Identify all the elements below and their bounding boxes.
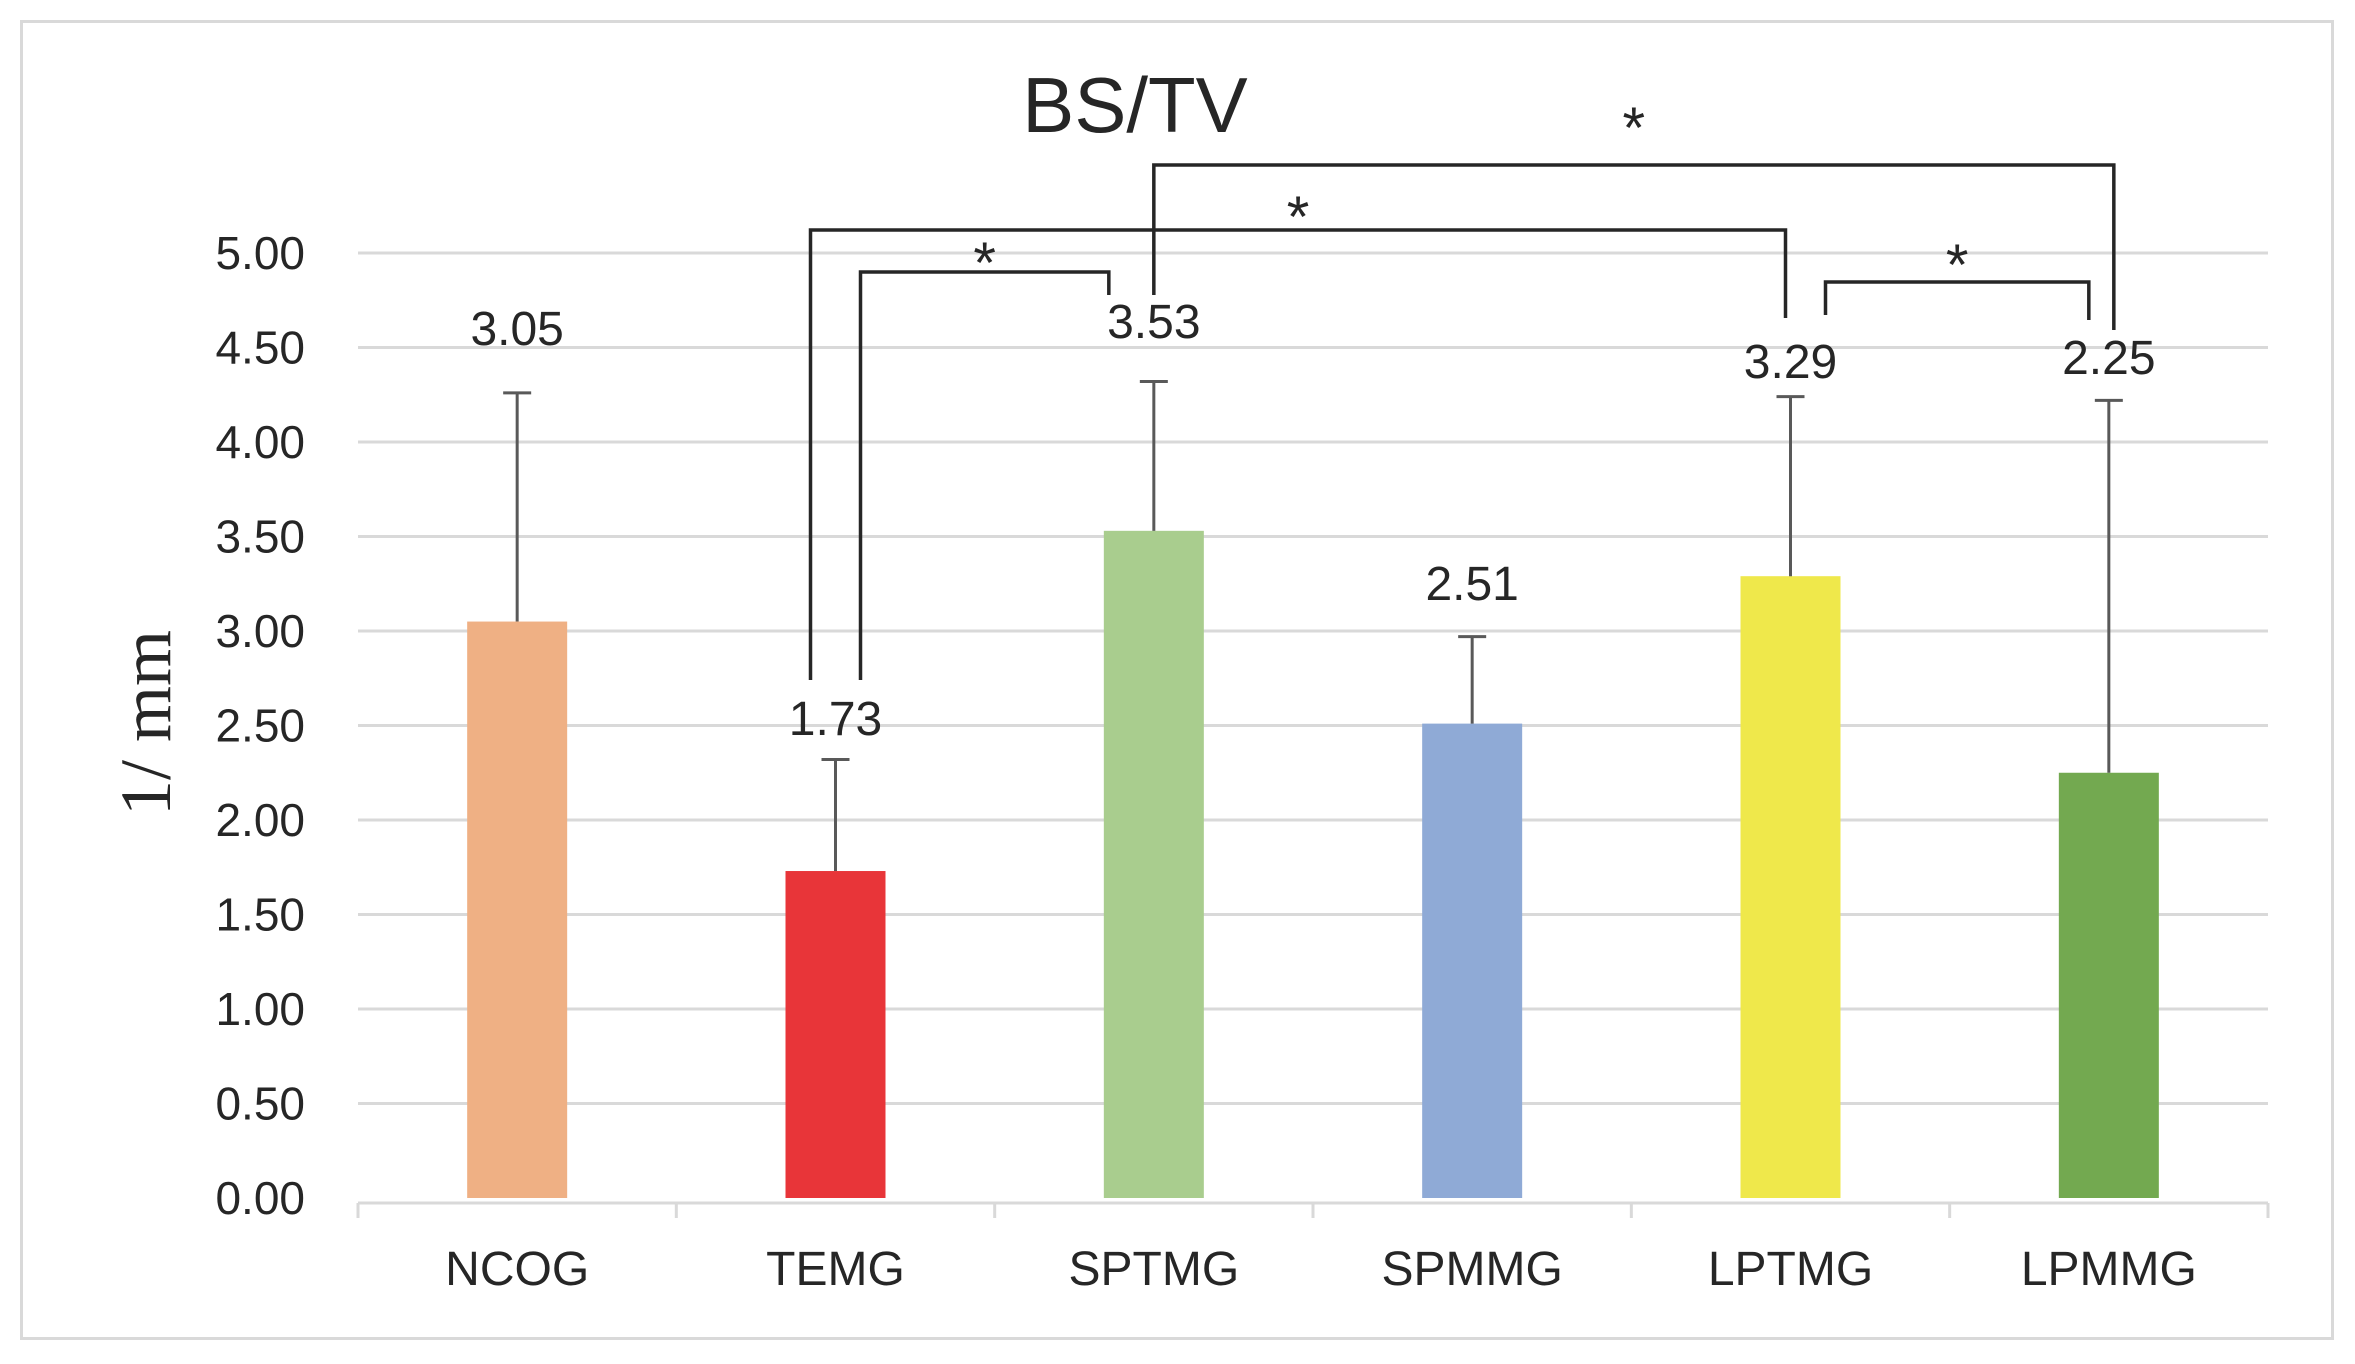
y-tick-label: 3.00	[215, 605, 305, 657]
y-tick-label: 2.00	[215, 794, 305, 846]
data-labels: 3.05 1.73 3.53 2.51 3.29 2.25	[470, 296, 2155, 746]
bar-lpmmg	[2058, 772, 2159, 1198]
chart-title: BS/TV	[1022, 61, 1247, 149]
data-label: 2.51	[1425, 558, 1518, 611]
significance-star: *	[1623, 96, 1646, 161]
data-label: 3.29	[1744, 336, 1837, 389]
y-tick-label: 4.50	[215, 322, 305, 374]
y-tick-label: 0.50	[215, 1078, 305, 1130]
data-label: 3.53	[1107, 296, 1200, 349]
significance-bracket	[1823, 280, 2091, 320]
y-tick-label: 5.00	[215, 227, 305, 279]
significance-bracket	[808, 228, 1788, 680]
y-tick-label: 2.50	[215, 700, 305, 752]
significance-bracket	[1152, 163, 2116, 330]
bar-ncog	[467, 621, 568, 1198]
y-axis-label: 1/ mm	[106, 630, 186, 816]
x-tick-label: SPMMG	[1381, 1243, 1562, 1296]
y-tick-label: 1.50	[215, 889, 305, 941]
y-tick-label: 0.00	[215, 1172, 305, 1224]
bar-sptmg	[1103, 530, 1204, 1198]
data-label: 2.25	[2062, 332, 2155, 385]
significance-star: *	[973, 231, 996, 296]
x-tick-label: NCOG	[445, 1243, 589, 1296]
x-tick-label: SPTMG	[1068, 1243, 1239, 1296]
y-axis-ticks: 0.00 0.50 1.00 1.50 2.00 2.50 3.00 3.50 4.00 4.50…	[215, 227, 305, 1224]
significance-brackets: * * * *	[808, 96, 2116, 680]
bar-temg	[785, 871, 886, 1198]
y-tick-label: 1.00	[215, 983, 305, 1035]
data-label: 3.05	[470, 303, 563, 356]
significance-bracket	[858, 270, 1111, 680]
x-tick-label: LPMMG	[2021, 1243, 2197, 1296]
y-tick-label: 4.00	[215, 416, 305, 468]
x-axis: NCOG TEMG SPTMG SPMMG LPTMG LPMMG	[356, 1201, 2270, 1296]
x-tick-label: LPTMG	[1708, 1243, 1873, 1296]
bars	[467, 530, 2159, 1198]
x-tick-label: TEMG	[766, 1243, 905, 1296]
error-bars	[503, 380, 2123, 872]
bar-lptmg	[1740, 576, 1841, 1198]
y-tick-label: 3.50	[215, 511, 305, 563]
significance-star: *	[1287, 185, 1310, 250]
significance-star: *	[1946, 233, 1969, 298]
data-label: 1.73	[789, 693, 882, 746]
bar-spmmg	[1422, 723, 1523, 1198]
gridlines	[358, 251, 2268, 1105]
